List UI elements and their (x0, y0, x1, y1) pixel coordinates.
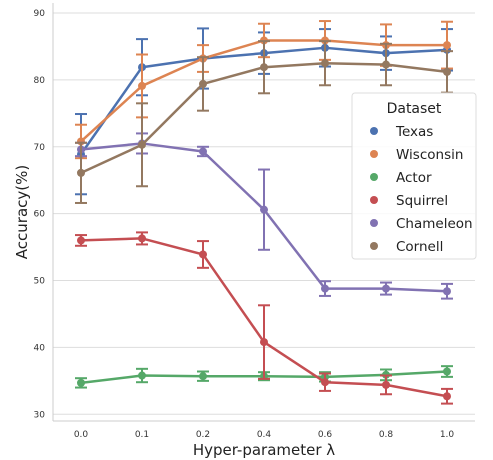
x-tick-label: 0.2 (196, 430, 210, 440)
data-point (138, 234, 146, 243)
legend-label: Actor (396, 170, 432, 186)
y-tick-label: 30 (34, 410, 46, 420)
legend-label: Texas (395, 124, 433, 140)
legend-marker (370, 127, 378, 135)
data-point (138, 81, 146, 90)
legend-marker (370, 219, 378, 227)
data-point (77, 168, 85, 177)
y-tick-label: 70 (34, 143, 46, 153)
y-tick-label: 60 (34, 210, 46, 220)
data-point (260, 338, 268, 347)
x-tick-label: 0.1 (135, 430, 149, 440)
data-point (443, 41, 451, 50)
x-tick-label: 0.0 (74, 430, 89, 440)
legend-item-texas: Texas (370, 124, 433, 140)
y-tick-label: 50 (34, 277, 46, 287)
legend-marker (370, 173, 378, 181)
x-tick-label: 0.6 (318, 430, 333, 440)
data-point (138, 371, 146, 380)
y-axis-label: Accuracy(%) (13, 165, 31, 259)
data-point (321, 284, 329, 293)
y-tick-label: 40 (34, 343, 46, 353)
legend-label: Cornell (396, 239, 443, 255)
data-point (443, 287, 451, 296)
data-point (382, 284, 390, 293)
data-point (443, 392, 451, 401)
legend-marker (370, 242, 378, 250)
data-point (382, 380, 390, 389)
x-axis-label: Hyper-parameter λ (193, 441, 335, 459)
data-point (77, 378, 85, 387)
legend: Dataset Texas Wisconsin Actor Squirrel Chamel… (351, 92, 477, 260)
y-tick-label: 80 (34, 76, 46, 86)
data-point (138, 140, 146, 149)
legend-marker (370, 150, 378, 158)
series-squirrel (75, 231, 453, 405)
data-point (77, 236, 85, 245)
legend-label: Wisconsin (396, 147, 463, 163)
legend-item-cornell: Cornell (370, 239, 443, 255)
data-point (260, 63, 268, 72)
legend-label: Chameleon (396, 216, 473, 232)
legend-marker (370, 196, 378, 204)
data-point (199, 147, 207, 156)
legend-label: Squirrel (396, 193, 448, 209)
data-point (443, 67, 451, 76)
legend-box (351, 92, 477, 260)
data-point (321, 378, 329, 387)
legend-item-actor: Actor (370, 170, 432, 186)
x-tick-label: 0.8 (379, 430, 394, 440)
data-point (321, 59, 329, 68)
data-point (199, 250, 207, 259)
x-tick-label: 0.4 (257, 430, 272, 440)
x-tick-label: 1.0 (440, 430, 455, 440)
y-tick-label: 90 (34, 9, 46, 19)
legend-item-wisconsin: Wisconsin (370, 147, 463, 163)
legend-item-squirrel: Squirrel (370, 193, 448, 209)
legend-title: Dataset (387, 101, 442, 117)
data-point (443, 367, 451, 376)
data-point (199, 79, 207, 88)
legend-item-chameleon: Chameleon (370, 216, 473, 232)
data-point (382, 60, 390, 69)
data-point (199, 372, 207, 381)
data-point (260, 205, 268, 214)
